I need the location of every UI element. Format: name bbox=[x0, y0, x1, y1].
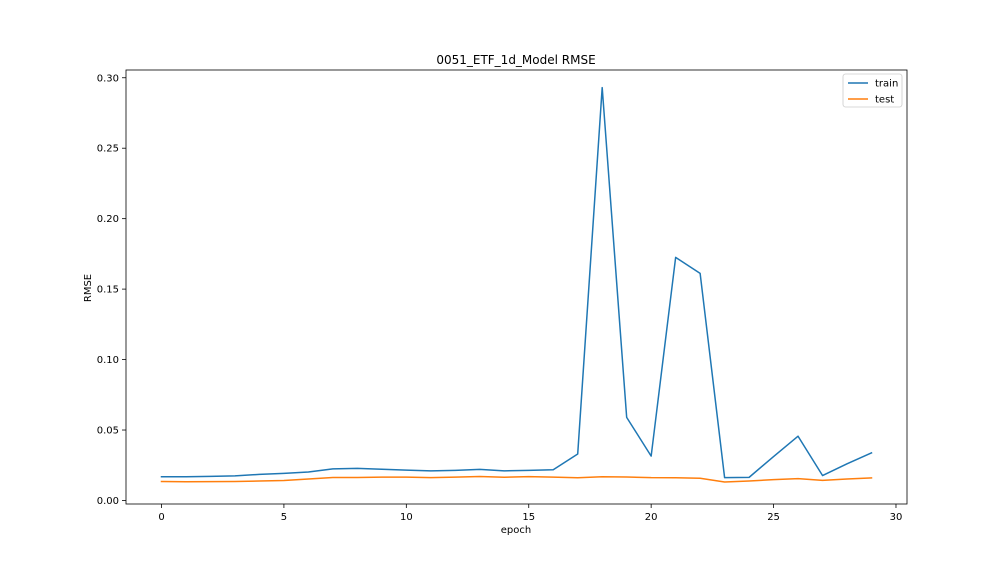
series-line-train bbox=[160, 86, 873, 479]
x-tick-label: 25 bbox=[767, 512, 780, 523]
x-tick-label: 20 bbox=[645, 512, 658, 523]
series-line-test bbox=[160, 475, 873, 483]
y-tick-label: 0.30 bbox=[97, 73, 119, 84]
x-tick-label: 10 bbox=[400, 512, 413, 523]
legend-label-train: train bbox=[875, 79, 898, 90]
chart-title: 0051_ETF_1d_Model RMSE bbox=[436, 53, 595, 67]
plot-area: 0 5 10 15 20 25 30 0.00 0.05 0.10 0.15 0.20 0.25 0.30… bbox=[97, 69, 908, 523]
legend-label-test: test bbox=[875, 95, 894, 106]
plot-frame bbox=[125, 69, 908, 505]
x-tick-label: 0 bbox=[158, 512, 164, 523]
x-tick-label: 15 bbox=[522, 512, 535, 523]
x-tick-label: 5 bbox=[281, 512, 287, 523]
x-tick-label: 30 bbox=[890, 512, 903, 523]
y-tick-label: 0.25 bbox=[97, 144, 119, 155]
y-tick-label: 0.10 bbox=[97, 355, 119, 366]
x-axis-label: epoch bbox=[501, 525, 531, 536]
y-axis-label: RMSE bbox=[83, 274, 94, 302]
y-tick-label: 0.20 bbox=[97, 214, 119, 225]
y-tick-label: 0.05 bbox=[97, 426, 119, 437]
y-tick-label: 0.15 bbox=[97, 285, 119, 296]
y-tick-label: 0.00 bbox=[97, 496, 119, 507]
